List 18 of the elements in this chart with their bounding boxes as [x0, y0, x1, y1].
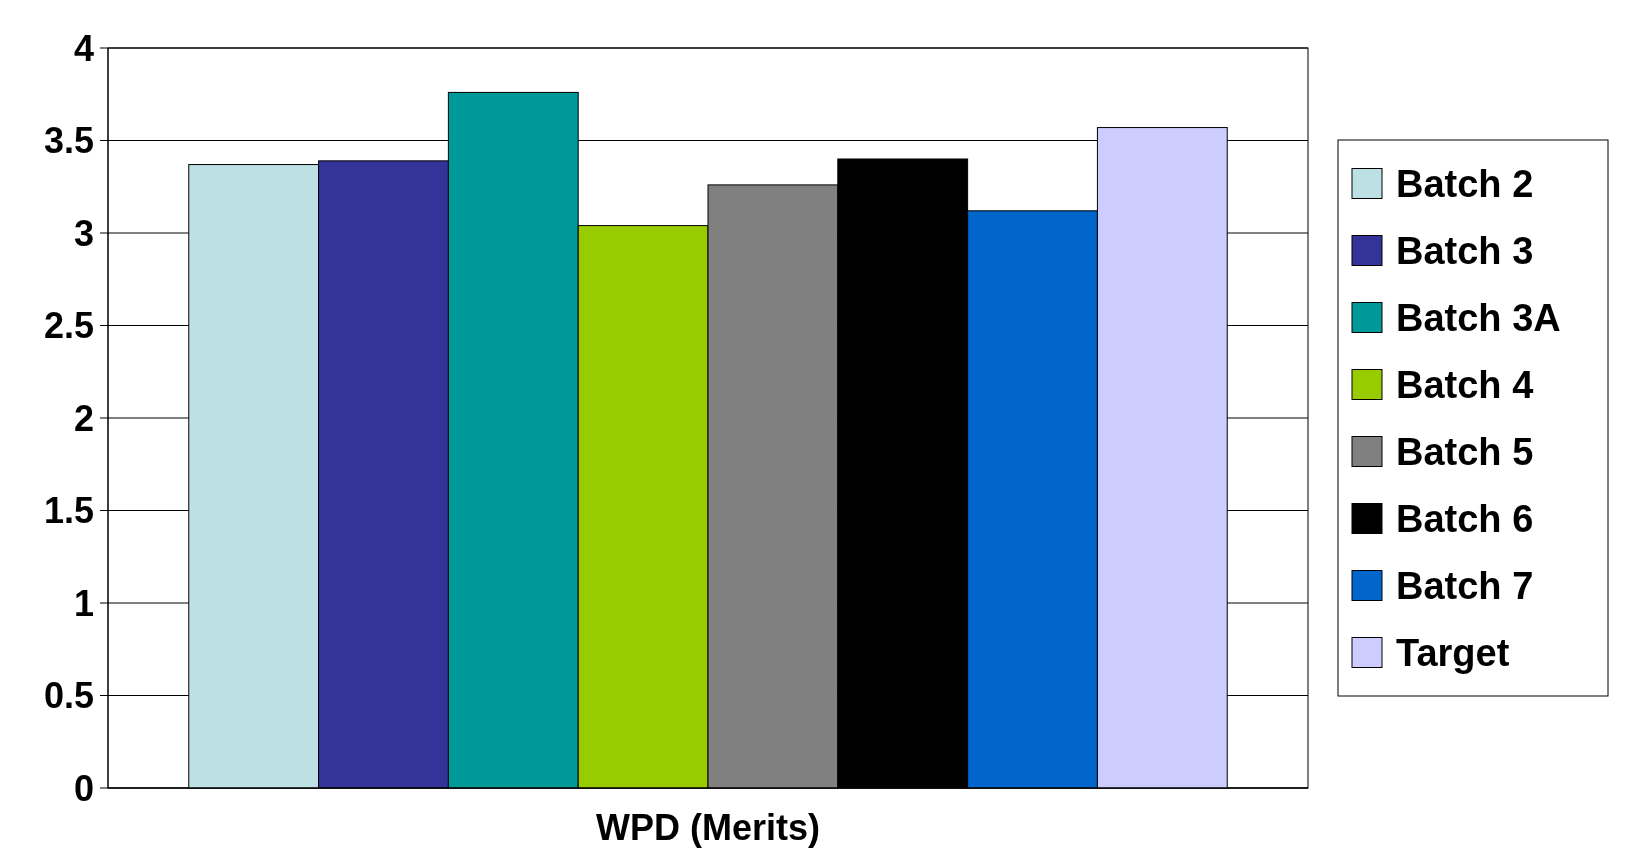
- legend-label: Batch 3: [1396, 229, 1534, 272]
- y-tick-label: 1.5: [43, 490, 94, 532]
- legend-label: Batch 4: [1396, 363, 1534, 406]
- legend-label: Batch 2: [1396, 162, 1534, 205]
- legend-label: Batch 7: [1396, 564, 1534, 607]
- legend-label: Batch 6: [1396, 497, 1534, 540]
- legend-label: Batch 3A: [1396, 296, 1561, 339]
- y-tick-label: 2: [73, 397, 94, 439]
- y-tick-label: 3: [73, 212, 94, 254]
- y-tick-label: 1: [73, 582, 94, 624]
- y-tick-label: 3.5: [43, 120, 94, 162]
- y-tick-label: 4: [73, 27, 94, 69]
- y-tick-label: 0: [73, 767, 94, 809]
- y-tick-label: 2.5: [43, 305, 94, 347]
- legend-label: Batch 5: [1396, 430, 1534, 473]
- x-tick-label: WPD (Merits): [596, 807, 820, 848]
- legend-label: Target: [1396, 631, 1510, 674]
- y-tick-label: 0.5: [43, 675, 94, 717]
